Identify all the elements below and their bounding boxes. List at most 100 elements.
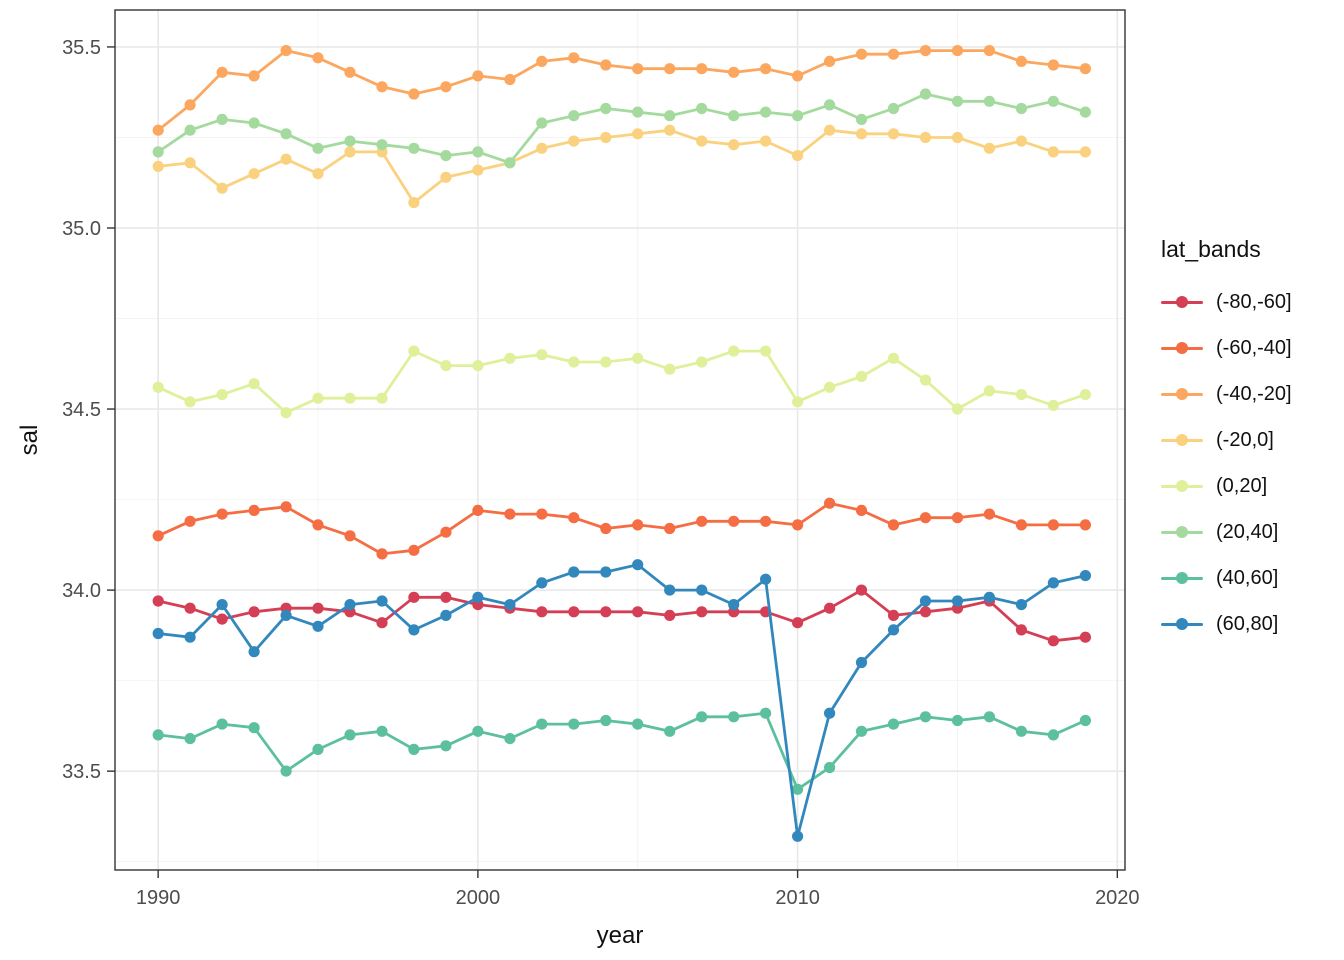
data-point-(20,40]-2010 <box>792 110 804 122</box>
data-point-(-40,-20]-2018 <box>1047 59 1059 71</box>
data-point-(-60,-40]-1998 <box>408 544 420 556</box>
data-point-(40,60]-1994 <box>280 765 292 777</box>
data-point-(0,20]-1998 <box>408 345 420 357</box>
data-point-(-40,-20]-2007 <box>696 63 708 75</box>
panel-border <box>114 9 1126 871</box>
data-point-(-60,-40]-2013 <box>887 519 900 531</box>
data-point-(0,20]-2004 <box>600 356 612 368</box>
data-point-(-80,-60]-1997 <box>376 617 388 629</box>
data-point-(-20,0]-1992 <box>216 182 228 194</box>
data-point-(-60,-40]-1990 <box>152 530 164 542</box>
data-point-(0,20]-2015 <box>951 403 964 415</box>
data-point-(-60,-40]-2008 <box>728 515 740 527</box>
legend-title: lat_bands <box>1161 236 1261 262</box>
data-point-(40,60]-1999 <box>440 740 452 752</box>
data-point-(-80,-60]-2004 <box>600 606 612 618</box>
legend-key-icon <box>1161 388 1203 401</box>
data-point-(60,80]-1991 <box>184 631 196 643</box>
data-point-(40,60]-2015 <box>951 714 964 727</box>
data-point-(20,40]-2013 <box>887 102 900 115</box>
data-point-(-80,-60]-2018 <box>1047 635 1059 647</box>
data-point-(-20,0]-1994 <box>280 153 292 165</box>
data-point-(-20,0]-1999 <box>440 171 452 183</box>
data-point-(40,60]-2009 <box>760 707 772 719</box>
data-point-(40,60]-2007 <box>696 711 708 723</box>
data-point-(0,20]-2018 <box>1047 399 1059 411</box>
data-point-(-40,-20]-1998 <box>408 88 420 100</box>
data-point-(0,20]-2013 <box>887 352 900 364</box>
data-point-(-80,-60]-2017 <box>1015 624 1027 636</box>
data-point-(0,20]-2019 <box>1079 389 1091 401</box>
data-point-(-40,-20]-2013 <box>887 48 900 60</box>
legend-key-icon <box>1161 480 1203 493</box>
data-point-(-40,-20]-1994 <box>280 45 292 57</box>
data-point-(20,40]-1996 <box>344 135 356 147</box>
data-point-(-80,-60]-2010 <box>792 617 804 629</box>
data-point-(-40,-20]-2012 <box>855 48 868 60</box>
data-point-(-20,0]-2017 <box>1015 135 1027 147</box>
data-point-(0,20]-1994 <box>280 407 292 419</box>
legend-key-dot <box>1176 618 1188 630</box>
data-point-(-20,0]-2008 <box>728 139 740 151</box>
data-point-(20,40]-2005 <box>632 106 644 118</box>
data-point-(20,40]-1998 <box>408 142 420 154</box>
data-point-(-80,-60]-1998 <box>408 591 420 603</box>
data-point-(0,20]-2003 <box>568 356 580 368</box>
data-point-(-80,-60]-1990 <box>152 595 164 607</box>
data-point-(-40,-20]-2002 <box>536 55 548 67</box>
data-point-(40,60]-2019 <box>1079 714 1091 727</box>
legend-label: (-60,-40] <box>1216 336 1292 359</box>
data-point-(20,40]-2008 <box>728 110 740 122</box>
data-point-(-80,-60]-2006 <box>664 609 676 622</box>
legend-key-dot <box>1176 526 1188 538</box>
data-point-(60,80]-1992 <box>216 599 228 611</box>
data-point-(0,20]-1991 <box>184 396 196 408</box>
data-point-(-20,0]-2019 <box>1079 146 1091 158</box>
y-tick-label: 34.0 <box>62 580 101 602</box>
legend-key-dot <box>1176 572 1188 584</box>
data-point-(60,80]-2007 <box>696 584 708 596</box>
data-point-(20,40]-2003 <box>568 110 580 122</box>
data-point-(-40,-20]-1995 <box>312 52 324 64</box>
data-point-(40,60]-2003 <box>568 718 580 730</box>
data-point-(-60,-40]-1999 <box>440 526 452 538</box>
legend-label: (-40,-20] <box>1216 382 1292 405</box>
data-point-(-20,0]-1993 <box>248 168 260 180</box>
plot-panel <box>115 10 1125 870</box>
legend-label: (0,20] <box>1216 474 1268 497</box>
data-point-(-20,0]-2014 <box>919 131 932 144</box>
data-point-(0,20]-2009 <box>760 345 772 357</box>
y-tick-label: 35.5 <box>62 37 101 59</box>
data-point-(-20,0]-2007 <box>696 135 708 147</box>
data-point-(-20,0]-2004 <box>600 131 612 144</box>
legend-label: (20,40] <box>1216 520 1279 543</box>
data-point-(40,60]-2006 <box>664 725 676 737</box>
y-axis-title: sal <box>16 424 43 456</box>
data-point-(-80,-60]-1999 <box>440 591 452 603</box>
data-point-(40,60]-1997 <box>376 725 388 737</box>
x-tick-label: 2000 <box>456 887 501 909</box>
data-point-(60,80]-2009 <box>760 573 772 585</box>
data-point-(20,40]-1994 <box>280 128 292 140</box>
data-point-(60,80]-2010 <box>792 830 804 842</box>
y-tick-label: 33.5 <box>62 761 101 783</box>
data-point-(20,40]-2009 <box>760 106 772 118</box>
data-point-(-60,-40]-2003 <box>568 512 580 524</box>
legend-item: (-40,-20] <box>1161 371 1292 417</box>
data-point-(-60,-40]-1996 <box>344 530 356 542</box>
data-point-(60,80]-2013 <box>887 624 900 636</box>
data-point-(0,20]-1993 <box>248 378 260 390</box>
data-point-(20,40]-2017 <box>1015 102 1027 115</box>
data-point-(40,60]-1993 <box>248 722 260 734</box>
data-point-(-40,-20]-2004 <box>600 59 612 71</box>
data-point-(0,20]-2014 <box>919 374 932 386</box>
legend-key-icon <box>1161 296 1203 309</box>
data-point-(-40,-20]-1996 <box>344 66 356 78</box>
data-point-(20,40]-1990 <box>152 146 164 158</box>
legend-key-icon <box>1161 618 1203 631</box>
data-point-(-40,-20]-1993 <box>248 70 260 82</box>
data-point-(40,60]-2002 <box>536 718 548 730</box>
data-point-(60,80]-1999 <box>440 609 452 622</box>
data-point-(-60,-40]-1992 <box>216 508 228 520</box>
data-point-(60,80]-2018 <box>1047 577 1059 589</box>
